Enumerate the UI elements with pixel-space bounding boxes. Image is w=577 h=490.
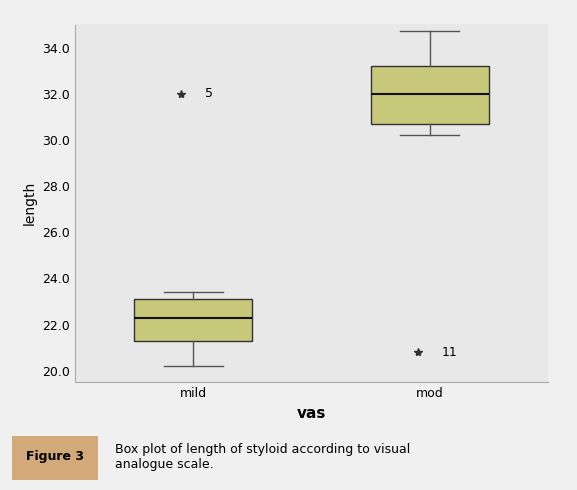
Text: Box plot of length of styloid according to visual
analogue scale.: Box plot of length of styloid according … [115, 443, 411, 471]
Text: 5: 5 [205, 87, 213, 100]
Text: 11: 11 [442, 346, 458, 359]
X-axis label: vas: vas [297, 406, 326, 420]
Y-axis label: length: length [23, 181, 37, 225]
FancyBboxPatch shape [134, 299, 253, 341]
Text: Figure 3: Figure 3 [26, 450, 84, 464]
FancyBboxPatch shape [12, 436, 98, 480]
FancyBboxPatch shape [370, 66, 489, 124]
